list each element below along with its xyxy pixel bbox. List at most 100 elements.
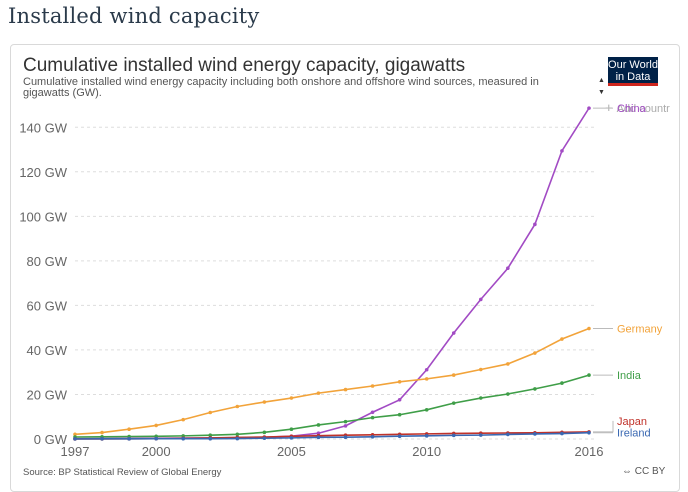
data-point [370, 410, 375, 415]
data-point [478, 297, 483, 302]
data-point [73, 432, 77, 437]
data-point [506, 432, 510, 437]
data-point [262, 430, 267, 435]
series-label-japan[interactable]: Japan [617, 416, 647, 428]
data-point [424, 408, 429, 412]
x-tick-label: 2000 [142, 444, 171, 459]
chart-title: Cumulative installed wind energy capacit… [23, 55, 466, 76]
data-point [289, 427, 294, 432]
scroll-down-icon[interactable]: ▼ [598, 89, 605, 96]
series-label-china[interactable]: China [617, 103, 647, 115]
data-point [560, 381, 564, 385]
data-point [316, 435, 321, 440]
data-point [343, 419, 348, 424]
data-point [587, 106, 591, 110]
x-tick-label: 2005 [277, 444, 306, 459]
data-point [451, 433, 456, 438]
data-point [424, 367, 429, 372]
plus-icon: + [605, 100, 613, 115]
series-lines [73, 106, 591, 441]
data-point [397, 434, 402, 438]
data-point [397, 412, 402, 417]
data-point [127, 427, 131, 432]
data-point [316, 391, 321, 395]
scroll-up-icon[interactable]: ▲ [598, 77, 605, 84]
y-tick-label: 20 GW [27, 387, 68, 402]
data-point [181, 436, 186, 441]
data-point [208, 433, 213, 438]
data-point [451, 331, 456, 335]
series-line-india[interactable] [74, 374, 590, 438]
series-label-ireland[interactable]: Ireland [617, 428, 651, 440]
data-point [587, 430, 591, 435]
data-point [533, 222, 537, 227]
data-point [587, 326, 591, 331]
data-point [235, 436, 240, 441]
data-point [154, 436, 158, 441]
data-point [451, 401, 456, 405]
data-point [181, 417, 186, 422]
data-point [343, 387, 348, 392]
series-line-ireland[interactable] [74, 431, 590, 440]
data-point [127, 437, 131, 441]
data-point [316, 423, 321, 427]
data-point [478, 396, 483, 400]
x-tick-label: 2016 [575, 444, 604, 459]
data-point [533, 351, 537, 355]
data-point [478, 433, 483, 437]
data-point [533, 387, 537, 391]
owid-logo[interactable]: Our World in Data [608, 57, 658, 86]
data-point [533, 432, 537, 436]
cc-icon: ⇔ [622, 466, 635, 477]
data-point [100, 437, 104, 441]
series-label-india[interactable]: India [617, 370, 642, 382]
data-point [343, 435, 348, 440]
y-tick-label: 0 GW [34, 432, 68, 447]
data-point [370, 415, 375, 420]
data-point [478, 367, 483, 372]
page-heading: Installed wind capacity [8, 4, 260, 28]
y-tick-label: 140 GW [19, 120, 67, 135]
data-point [235, 432, 240, 437]
data-point [397, 398, 402, 402]
line-chart: 0 GW 20 GW 40 GW 60 GW 80 GW 100 GW 120 GW 140 … [19, 103, 663, 459]
data-point [587, 373, 591, 377]
cc-by-license[interactable]: ⇔ CC BY [622, 466, 665, 477]
chart-card: Cumulative installed wind energy capacit… [10, 44, 680, 492]
data-point [208, 436, 213, 441]
data-point [262, 400, 267, 404]
data-point [451, 373, 456, 377]
data-point [235, 404, 240, 409]
chart-subtitle: Cumulative installed wind energy capacit… [23, 76, 539, 99]
x-tick-label: 1997 [61, 444, 90, 459]
data-point [560, 431, 564, 436]
series-label-germany[interactable]: Germany [617, 324, 663, 336]
series-line-germany[interactable] [74, 327, 590, 436]
data-point [208, 410, 213, 415]
data-point [560, 149, 564, 153]
y-axis-ticks: 0 GW 20 GW 40 GW 60 GW 80 GW 100 GW 120 GW 140 … [19, 120, 67, 447]
source-note[interactable]: Source: BP Statistical Review of Global … [23, 467, 222, 478]
data-point [100, 430, 104, 435]
data-point [424, 377, 429, 381]
data-point [506, 392, 510, 396]
y-tick-label: 80 GW [27, 254, 68, 269]
y-tick-label: 60 GW [27, 298, 68, 313]
data-point [506, 266, 510, 271]
data-point [370, 384, 375, 388]
data-point [424, 434, 429, 438]
y-tick-label: 120 GW [19, 165, 67, 180]
logo-line1: Our World [608, 59, 658, 71]
data-point [370, 434, 375, 439]
license-label: CC BY [634, 466, 666, 477]
data-point [73, 437, 77, 441]
y-tick-label: 40 GW [27, 343, 68, 358]
data-point [506, 362, 510, 366]
data-point [560, 337, 564, 341]
series-line-china[interactable] [74, 107, 590, 440]
logo-line2: in Data [615, 71, 651, 83]
x-tick-label: 2010 [412, 444, 441, 459]
data-point [343, 424, 348, 428]
add-country-button[interactable]: + Add countr [605, 100, 670, 115]
